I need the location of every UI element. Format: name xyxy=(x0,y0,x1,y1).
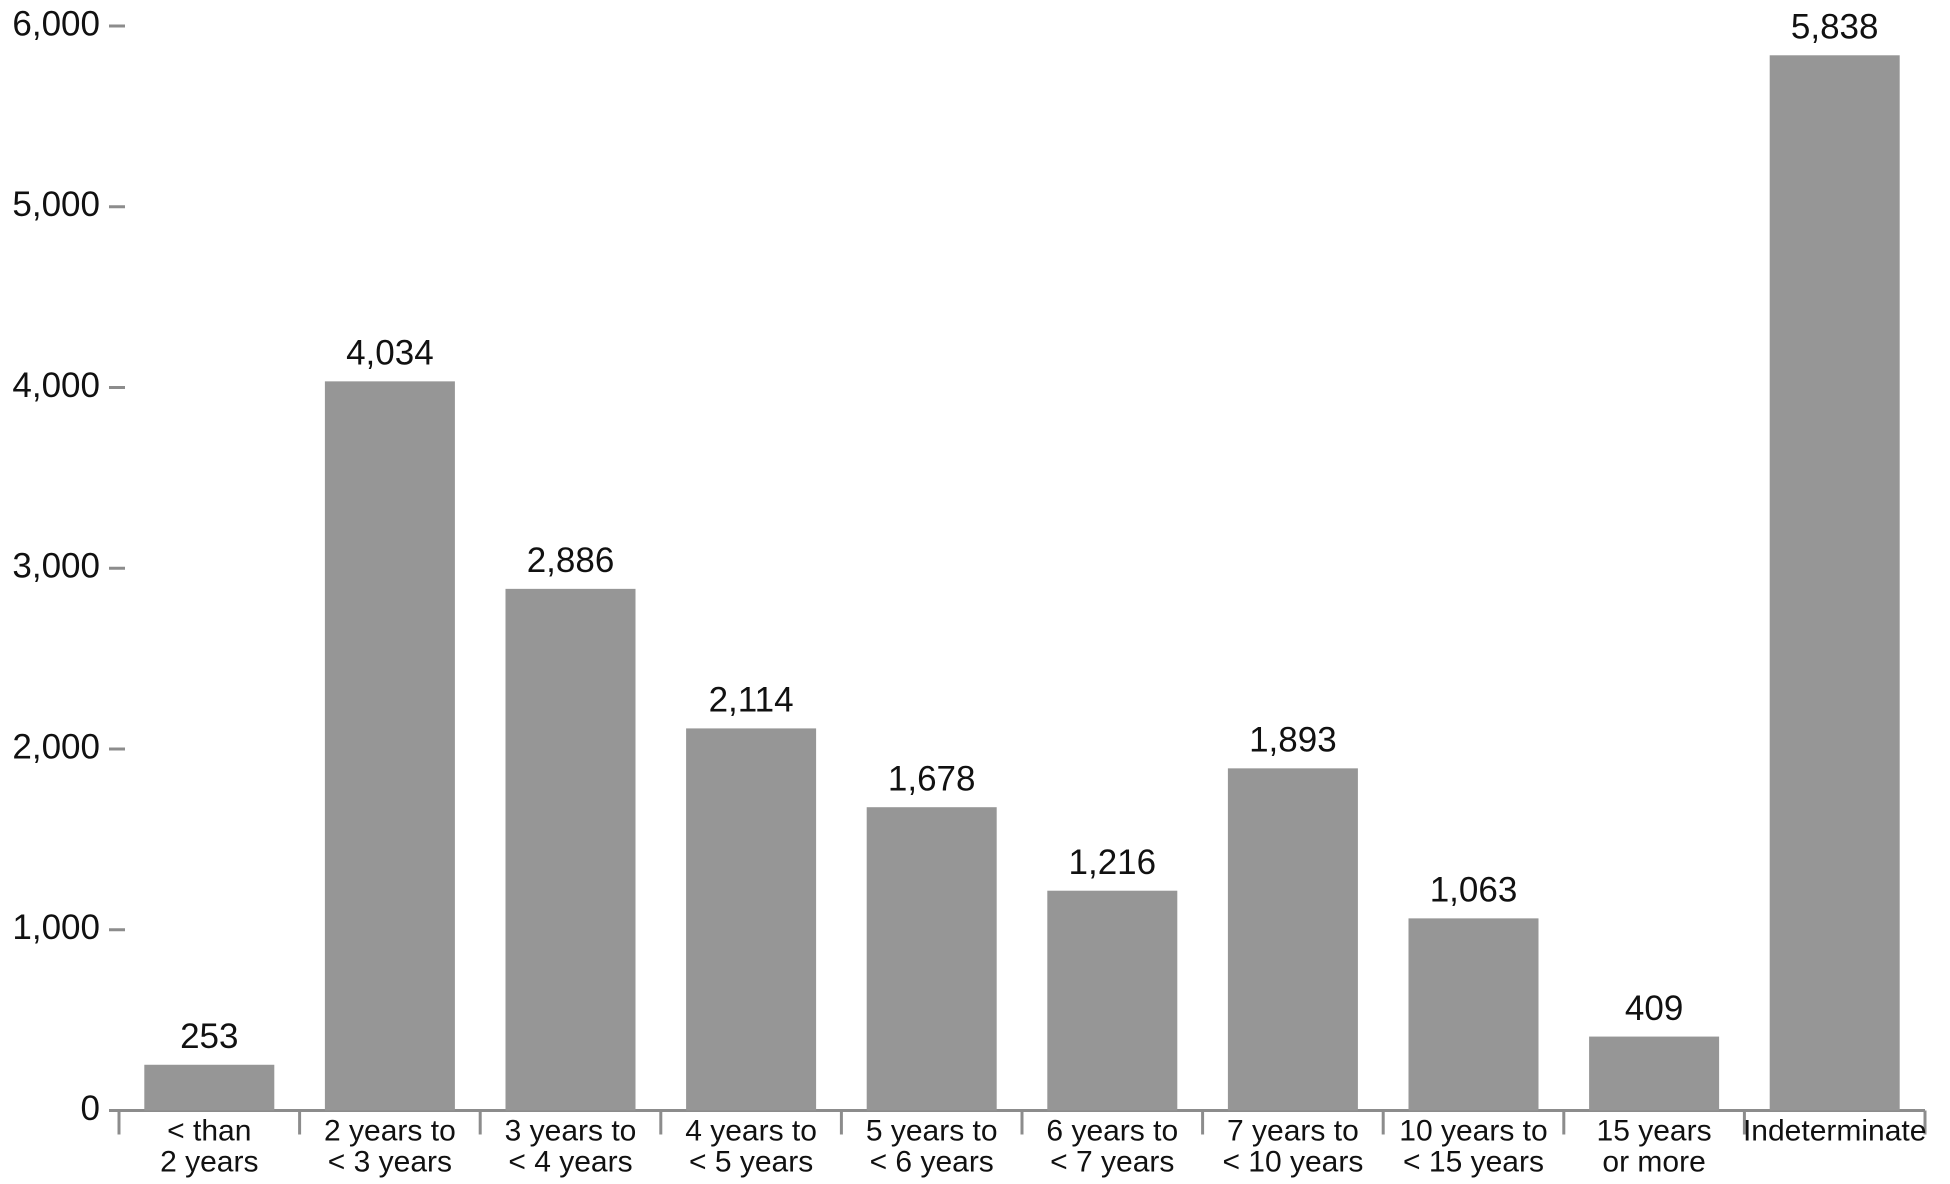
value-label: 2,114 xyxy=(709,681,794,720)
x-tick-label: Indeterminate xyxy=(1743,1114,1926,1147)
bar xyxy=(1589,1036,1720,1111)
y-tick-label: 0 xyxy=(81,1089,100,1128)
bar xyxy=(1047,890,1178,1111)
x-tick-label-line: 7 years to xyxy=(1227,1114,1359,1147)
x-tick-label: < than 2 years xyxy=(160,1114,258,1178)
bar xyxy=(144,1064,275,1111)
x-tick-label-line: 3 years to xyxy=(505,1114,637,1147)
x-tick-label-line: 6 years to xyxy=(1046,1114,1178,1147)
x-tick-label: 10 years to < 15 years xyxy=(1399,1114,1547,1178)
value-label: 2,886 xyxy=(527,541,615,580)
value-label: 4,034 xyxy=(346,334,434,373)
x-tick-label: 4 years to < 5 years xyxy=(685,1114,817,1178)
x-tick-label: 7 years to < 10 years xyxy=(1222,1114,1363,1178)
y-tick-label: 1,000 xyxy=(12,908,100,947)
bar xyxy=(324,381,455,1111)
x-tick-label-line: 2 years xyxy=(160,1145,258,1178)
value-label: 1,063 xyxy=(1430,871,1518,910)
x-tick-label-line: < 7 years xyxy=(1050,1145,1174,1178)
x-tick-label: 5 years to < 6 years xyxy=(866,1114,998,1178)
value-label: 409 xyxy=(1625,989,1683,1028)
bar xyxy=(866,807,997,1111)
x-tick-label-line: < 6 years xyxy=(870,1145,994,1178)
value-label: 1,216 xyxy=(1069,843,1157,882)
value-label: 1,678 xyxy=(888,759,976,798)
x-tick-label-line: < 10 years xyxy=(1222,1145,1363,1178)
x-tick-label-line: or more xyxy=(1602,1145,1705,1178)
x-tick-label-line: Indeterminate xyxy=(1743,1114,1926,1147)
x-tick-label-line: < 5 years xyxy=(689,1145,813,1178)
bar xyxy=(686,728,817,1111)
x-tick-label-line: 15 years xyxy=(1597,1114,1712,1147)
x-tick-label: 15 years or more xyxy=(1597,1114,1712,1178)
y-tick-label: 5,000 xyxy=(12,185,100,224)
bar xyxy=(505,588,636,1111)
bar xyxy=(1227,768,1358,1111)
x-tick-label: 3 years to < 4 years xyxy=(505,1114,637,1178)
value-label: 5,838 xyxy=(1791,8,1879,47)
x-tick-label-line: < than xyxy=(167,1114,251,1147)
x-tick-label-line: 2 years to xyxy=(324,1114,456,1147)
x-tick-label-line: 4 years to xyxy=(685,1114,817,1147)
value-label: 1,893 xyxy=(1249,721,1337,760)
x-tick-label-line: < 15 years xyxy=(1403,1145,1544,1178)
bar xyxy=(1408,918,1539,1111)
x-tick-label-line: 10 years to xyxy=(1399,1114,1547,1147)
bar xyxy=(1769,55,1900,1111)
value-label: 253 xyxy=(180,1017,238,1056)
y-tick-label: 4,000 xyxy=(12,366,100,405)
x-tick-label-line: 5 years to xyxy=(866,1114,998,1147)
y-tick-label: 3,000 xyxy=(12,547,100,586)
x-tick-label-line: < 3 years xyxy=(328,1145,452,1178)
y-tick-label: 6,000 xyxy=(12,4,100,43)
x-tick-label: 6 years to < 7 years xyxy=(1046,1114,1178,1178)
x-tick-label: 2 years to < 3 years xyxy=(324,1114,456,1178)
y-tick-label: 2,000 xyxy=(12,727,100,766)
x-tick-label-line: < 4 years xyxy=(508,1145,632,1178)
